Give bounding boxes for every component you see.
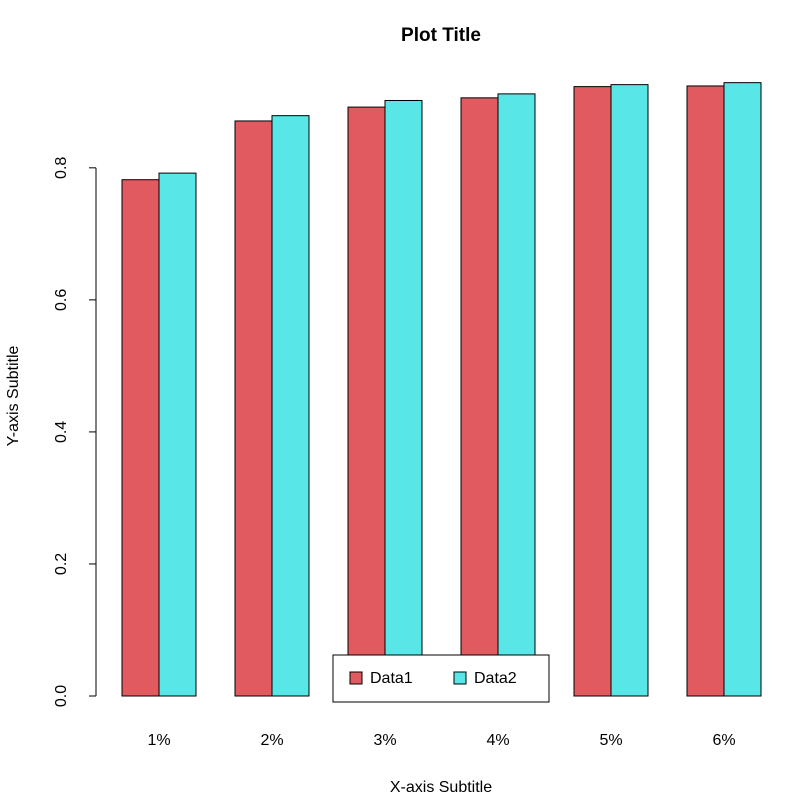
bar <box>497 93 536 697</box>
x-tick-label: 3% <box>373 732 396 749</box>
bar <box>271 115 310 697</box>
x-tick-label: 5% <box>599 732 622 749</box>
bar <box>121 179 160 697</box>
y-tick-label: 0.4 <box>53 421 70 443</box>
bar <box>234 120 273 697</box>
bar <box>723 82 762 697</box>
x-tick-label: 1% <box>147 732 170 749</box>
bar <box>573 86 612 697</box>
x-axis-title: X-axis Subtitle <box>390 779 492 796</box>
bar <box>158 172 197 697</box>
legend-swatch <box>349 671 363 685</box>
legend-swatch <box>453 671 467 685</box>
x-tick-label: 4% <box>486 732 509 749</box>
y-tick-label: 0.8 <box>53 157 70 179</box>
y-tick-label: 0.0 <box>53 685 70 707</box>
bar <box>347 106 386 697</box>
legend-label: Data2 <box>474 670 517 687</box>
x-tick-label: 6% <box>712 732 735 749</box>
bar <box>384 99 423 697</box>
x-tick-label: 2% <box>260 732 283 749</box>
legend-box <box>332 654 550 703</box>
chart-title: Plot Title <box>401 25 481 46</box>
bar <box>460 97 499 697</box>
bar <box>610 84 649 697</box>
y-tick-label: 0.2 <box>53 553 70 575</box>
bar <box>686 85 725 697</box>
legend-label: Data1 <box>370 670 413 687</box>
y-axis-title: Y-axis Subtitle <box>5 346 22 447</box>
y-tick-label: 0.6 <box>53 289 70 311</box>
